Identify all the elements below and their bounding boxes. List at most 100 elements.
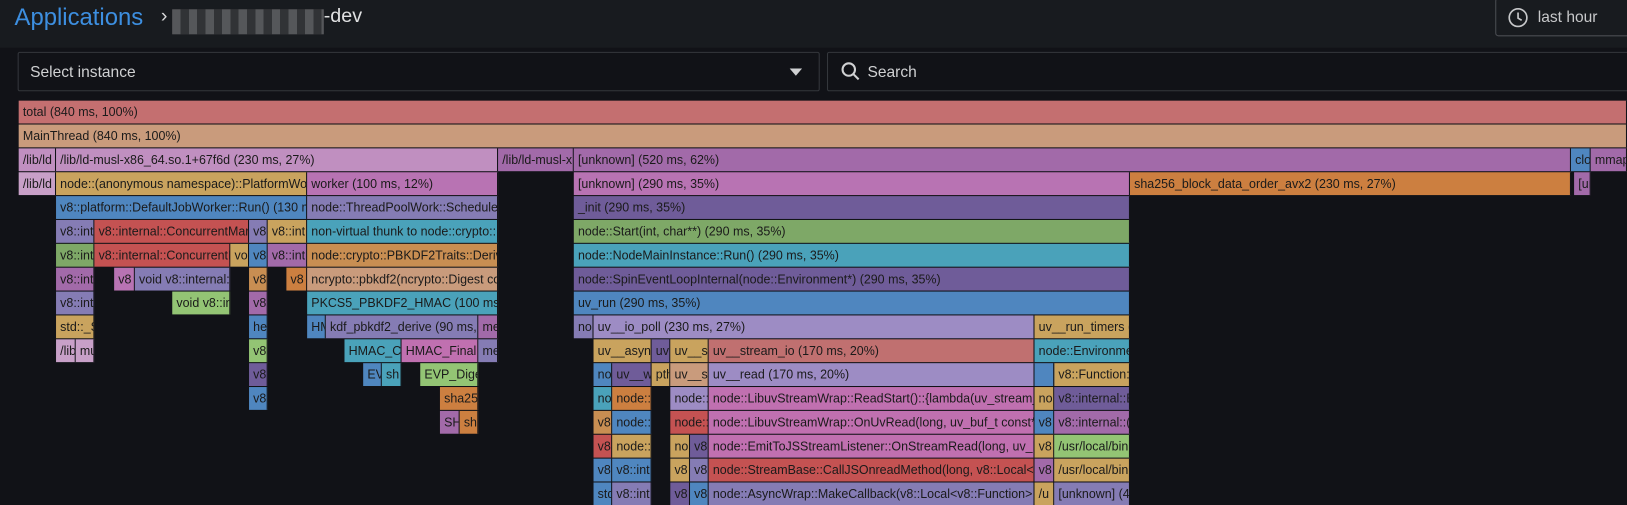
flame-frame[interactable]: _init (290 ms, 35%) bbox=[573, 196, 1130, 219]
flame-frame[interactable]: v8 bbox=[249, 243, 268, 267]
flame-frame[interactable]: no bbox=[593, 363, 613, 386]
flame-frame[interactable]: v8::int bbox=[56, 243, 95, 267]
flame-frame[interactable]: uv__async bbox=[593, 339, 652, 363]
flame-frame[interactable]: /lib bbox=[56, 339, 76, 363]
flame-frame[interactable]: no bbox=[1034, 387, 1055, 410]
flame-frame[interactable]: pth bbox=[651, 363, 671, 386]
flame-frame[interactable]: v8::int bbox=[267, 243, 308, 267]
flame-frame[interactable]: v8 bbox=[249, 219, 268, 243]
flame-frame[interactable]: sh bbox=[381, 363, 402, 386]
flame-frame[interactable]: mmap bbox=[1590, 148, 1627, 172]
flame-frame[interactable]: clo bbox=[1570, 148, 1591, 172]
flame-frame[interactable]: node::StreamBase::CallJSOnreadMethod(lon… bbox=[708, 458, 1035, 482]
flame-frame[interactable]: v8::int bbox=[612, 458, 652, 482]
flame-frame[interactable]: [unknown] (290 ms, 35%) bbox=[573, 172, 1130, 196]
flame-frame[interactable]: v8::platform::DefaultJobWorker::Run() (1… bbox=[56, 196, 308, 219]
flame-frame[interactable]: v8 bbox=[286, 267, 308, 291]
flame-frame[interactable]: v8 bbox=[690, 482, 709, 505]
flame-frame[interactable]: node:: bbox=[612, 410, 652, 434]
flame-frame[interactable]: kdf_pbkdf2_derive (90 ms, 11%) bbox=[325, 315, 479, 339]
flame-frame[interactable]: SH bbox=[439, 410, 460, 434]
flame-frame[interactable]: node::ThreadPoolWork::ScheduleW bbox=[307, 196, 499, 219]
flame-frame[interactable]: node::LibuvStreamWrap::ReadStart()::{lam… bbox=[708, 387, 1035, 410]
flame-frame[interactable]: node::Environme bbox=[1034, 339, 1130, 363]
flame-frame[interactable]: node::LibuvStreamWrap::OnUvRead(long, uv… bbox=[708, 410, 1035, 434]
flame-frame[interactable]: uv__se bbox=[670, 363, 709, 386]
flame-frame[interactable]: v8 bbox=[1034, 458, 1055, 482]
flame-frame[interactable]: v8 bbox=[249, 387, 268, 410]
flame-frame[interactable]: node::EmitToJSStreamListener::OnStreamRe… bbox=[708, 434, 1035, 458]
flame-frame[interactable]: ncrypto::pbkdf2(ncrypto::Digest con bbox=[307, 267, 499, 291]
flame-frame[interactable]: v8::internal::(a bbox=[1054, 410, 1130, 434]
flame-frame[interactable]: uv__read (170 ms, 20%) bbox=[708, 363, 1035, 386]
flame-frame[interactable]: v8::int bbox=[612, 482, 652, 505]
flame-frame[interactable]: v8::int bbox=[267, 219, 308, 243]
flame-frame[interactable]: v8 bbox=[690, 434, 709, 458]
flame-frame[interactable]: /usr/local/bin bbox=[1054, 434, 1130, 458]
flame-frame[interactable]: v8 bbox=[1034, 410, 1055, 434]
flame-frame[interactable]: v8 bbox=[593, 434, 613, 458]
flame-frame[interactable]: node::NodeMainInstance::Run() (290 ms, 3… bbox=[573, 243, 1130, 267]
flame-frame[interactable]: node::SpinEventLoopInternal(node::Enviro… bbox=[573, 267, 1130, 291]
flame-frame[interactable]: v8 bbox=[114, 267, 135, 291]
flame-frame[interactable]: v8::int bbox=[56, 267, 95, 291]
flame-frame[interactable]: uv bbox=[651, 339, 671, 363]
flame-frame[interactable]: v8::internal::ConcurrentM bbox=[94, 243, 231, 267]
flame-frame[interactable]: node:: bbox=[670, 410, 709, 434]
flame-frame[interactable]: /u bbox=[1034, 482, 1055, 505]
flame-frame[interactable]: uv__io_poll (230 ms, 27%) bbox=[593, 315, 1035, 339]
flame-frame[interactable]: v8 bbox=[1034, 434, 1055, 458]
flame-frame[interactable]: HM bbox=[307, 315, 326, 339]
flame-frame[interactable]: [unknown] (40 bbox=[1054, 482, 1130, 505]
flame-frame[interactable]: /lib/ld bbox=[18, 172, 57, 196]
flame-frame[interactable]: total (840 ms, 100%) bbox=[18, 100, 1627, 124]
flame-frame[interactable]: v8::internal::E bbox=[1054, 387, 1130, 410]
flame-frame[interactable]: /lib/ld bbox=[18, 148, 57, 172]
flame-frame[interactable]: node:: bbox=[670, 387, 709, 410]
flame-frame[interactable]: uv__stream_io (170 ms, 20%) bbox=[708, 339, 1035, 363]
flame-frame[interactable]: sha256_block_data_order_avx2 (230 ms, 27… bbox=[1129, 172, 1571, 196]
flame-frame[interactable]: uv__w bbox=[612, 363, 652, 386]
flame-frame[interactable]: node:: bbox=[612, 434, 652, 458]
flame-frame[interactable] bbox=[1034, 363, 1055, 386]
flame-frame[interactable]: sha25 bbox=[439, 387, 479, 410]
flame-frame[interactable]: v8 bbox=[249, 291, 268, 315]
flame-frame[interactable]: mu bbox=[75, 339, 95, 363]
flame-frame[interactable]: std::_S bbox=[56, 315, 95, 339]
app-link[interactable]: Applications bbox=[14, 3, 144, 31]
flame-frame[interactable]: v8 bbox=[690, 458, 709, 482]
flame-frame[interactable]: v8 bbox=[249, 363, 268, 386]
flame-frame[interactable]: /lib/ld-musl-x bbox=[498, 148, 574, 172]
flame-frame[interactable]: EV bbox=[363, 363, 382, 386]
flame-frame[interactable]: node:: bbox=[612, 387, 652, 410]
flame-frame[interactable]: node::AsyncWrap::MakeCallback(v8::Local<… bbox=[708, 482, 1035, 505]
flame-frame[interactable]: v8 bbox=[249, 339, 268, 363]
flame-frame[interactable]: v8::Function:: bbox=[1054, 363, 1130, 386]
flame-frame[interactable]: me bbox=[478, 339, 499, 363]
flame-frame[interactable]: HMAC_Final ( bbox=[401, 339, 479, 363]
flame-frame[interactable]: uv__se bbox=[670, 339, 709, 363]
search-box[interactable]: Search bbox=[826, 51, 1627, 92]
flame-frame[interactable]: no bbox=[670, 434, 691, 458]
flame-frame[interactable]: worker (100 ms, 12%) bbox=[307, 172, 499, 196]
flame-frame[interactable]: no bbox=[593, 387, 613, 410]
flame-frame[interactable]: uv__run_timers (5 bbox=[1034, 315, 1130, 339]
flame-frame[interactable]: no bbox=[573, 315, 594, 339]
flame-frame[interactable]: HMAC_CT bbox=[344, 339, 402, 363]
flame-frame[interactable]: non-virtual thunk to node::crypto::D bbox=[307, 219, 499, 243]
flame-frame[interactable]: [unknown] (520 ms, 62%) bbox=[573, 148, 1571, 172]
flame-frame[interactable]: std bbox=[593, 482, 613, 505]
flame-frame[interactable]: MainThread (840 ms, 100%) bbox=[18, 124, 1627, 148]
flame-frame[interactable]: me bbox=[478, 315, 499, 339]
flame-frame[interactable]: PKCS5_PBKDF2_HMAC (100 ms, 1 bbox=[307, 291, 499, 315]
flame-frame[interactable]: /usr/local/bin bbox=[1054, 458, 1130, 482]
flame-frame[interactable]: v8::int bbox=[56, 291, 95, 315]
flame-frame[interactable]: he bbox=[249, 315, 268, 339]
flame-frame[interactable]: void v8::in bbox=[172, 291, 231, 315]
flame-frame[interactable]: v8 bbox=[670, 458, 691, 482]
time-picker[interactable]: last hour bbox=[1495, 0, 1627, 37]
flame-frame[interactable]: void v8::internal:: bbox=[134, 267, 231, 291]
flame-frame[interactable]: node::crypto::PBKDF2Traits::DeriveB bbox=[307, 243, 499, 267]
flame-frame[interactable]: v8 bbox=[593, 410, 613, 434]
flame-frame[interactable]: node::(anonymous namespace)::PlatformWor bbox=[56, 172, 308, 196]
